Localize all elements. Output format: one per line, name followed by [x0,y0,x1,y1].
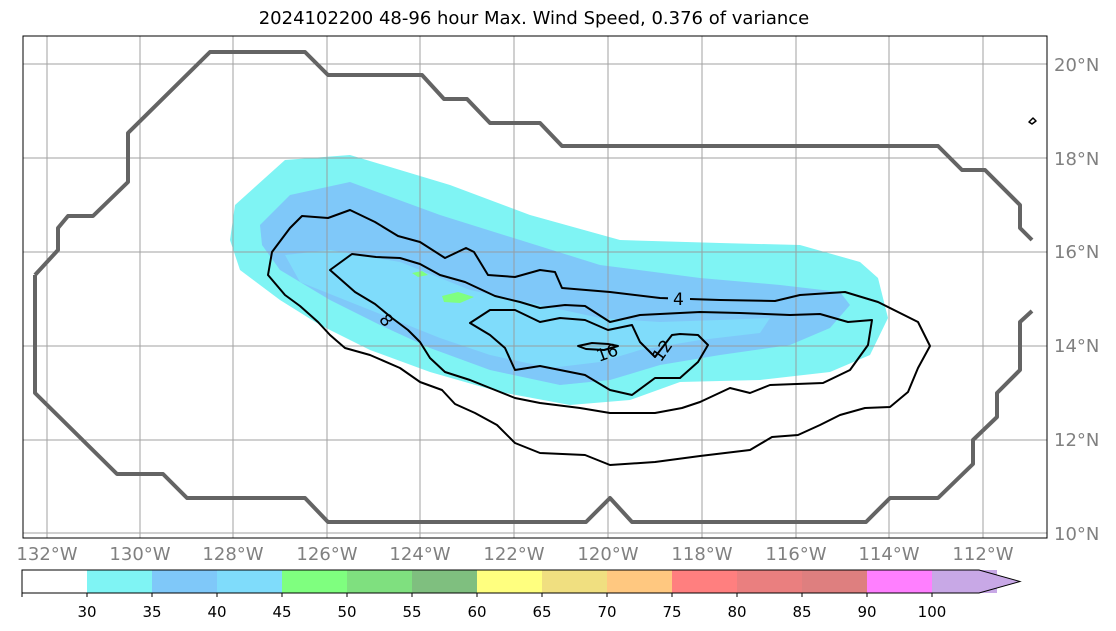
colorbar-outline [21,569,1022,594]
colorbar-segment [152,570,217,593]
map-title: 2024102200 48-96 hour Max. Wind Speed, 0… [258,8,810,29]
lon-label-130w: 130°W [109,544,170,565]
colorbar [21,569,1022,597]
colorbar-segment [607,570,672,593]
lon-label-128w: 128°W [202,544,263,565]
longitude-labels: 132°W 130°W 128°W 126°W 124°W 122°W 120°… [16,544,1013,565]
cb-tick-85: 85 [792,603,811,621]
isotach-contours [267,117,1037,466]
cb-tick-75: 75 [662,603,681,621]
colorbar-segment [22,570,87,593]
colorbar-segment [282,570,347,593]
cb-tick-35: 35 [142,603,161,621]
colorbar-segment [867,570,932,593]
cb-tick-50: 50 [337,603,356,621]
map-frame [22,35,1048,539]
contour-4 [267,209,931,466]
cb-tick-45: 45 [272,603,291,621]
cb-tick-55: 55 [402,603,421,621]
colorbar-extend-arrow [932,570,1020,593]
lon-label-120w: 120°W [577,544,638,565]
cb-tick-30: 30 [77,603,96,621]
colorbar-segment [347,570,412,593]
lon-label-122w: 122°W [483,544,544,565]
contour-12 [469,309,709,396]
map-gridlines [23,36,1047,538]
lon-label-112w: 112°W [952,544,1013,565]
lon-label-126w: 126°W [296,544,357,565]
colorbar-segment [672,570,737,593]
latitude-labels: 20°N 18°N 16°N 14°N 12°N 10°N [1054,55,1099,545]
cb-tick-40: 40 [207,603,226,621]
colorbar-segment [217,570,282,593]
wind-40-45-region [285,250,770,368]
lon-label-124w: 124°W [389,544,450,565]
cb-tick-80: 80 [727,603,746,621]
colorbar-segment [542,570,607,593]
contour-8 [329,253,873,414]
lon-label-116w: 116°W [765,544,826,565]
lat-label-20n: 20°N [1054,55,1099,76]
lat-label-18n: 18°N [1054,149,1099,170]
lon-label-132w: 132°W [16,544,77,565]
lat-label-10n: 10°N [1054,524,1099,545]
cb-tick-70: 70 [597,603,616,621]
colorbar-tick-labels: 30 35 40 45 50 55 60 65 70 75 80 85 90 1… [77,603,946,621]
region-outline [33,50,1034,524]
wind-45-50-region [442,292,474,303]
colorbar-segment [477,570,542,593]
cb-tick-100: 100 [918,603,947,621]
colorbar-segment [802,570,867,593]
colorbar-segment [412,570,477,593]
colorbar-segment [87,570,152,593]
cb-tick-60: 60 [467,603,486,621]
lon-label-114w: 114°W [858,544,919,565]
lon-label-118w: 118°W [671,544,732,565]
lat-label-14n: 14°N [1054,336,1099,357]
lat-label-12n: 12°N [1054,430,1099,451]
cb-tick-90: 90 [857,603,876,621]
lat-label-16n: 16°N [1054,242,1099,263]
contour-small-ne [1028,117,1037,125]
contour-label-4: 4 [673,290,684,310]
cb-tick-65: 65 [532,603,551,621]
colorbar-segment [737,570,802,593]
contour-16 [577,342,619,351]
